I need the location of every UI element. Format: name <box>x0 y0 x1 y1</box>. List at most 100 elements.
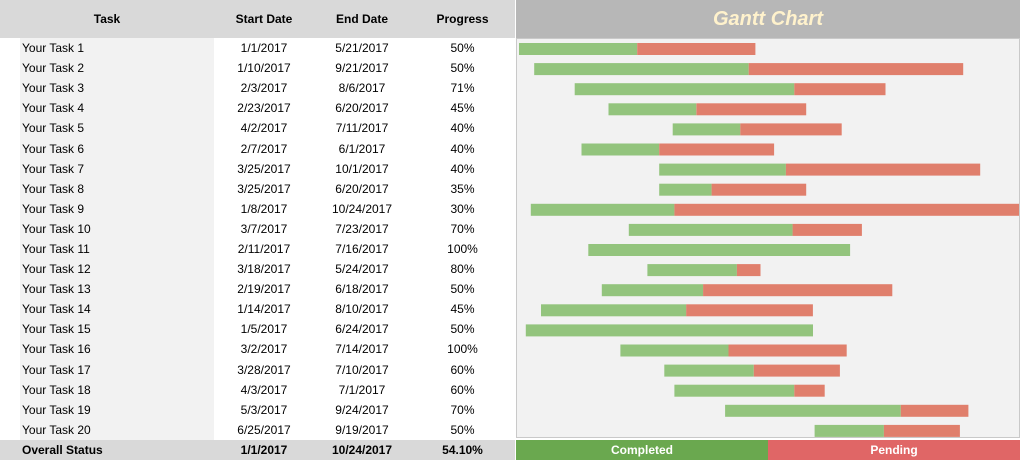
header-end-date[interactable]: End Date <box>335 12 388 26</box>
start-date-cell[interactable]: 3/25/2017 <box>237 181 291 196</box>
end-date-cell[interactable]: 6/1/2017 <box>338 141 386 156</box>
task-cell[interactable]: Your Task 17 <box>22 362 91 377</box>
pending-bar-6 <box>659 143 775 156</box>
task-cell[interactable]: Your Task 15 <box>22 322 91 337</box>
end-date-cell[interactable]: 6/24/2017 <box>335 322 389 337</box>
task-cell[interactable]: Your Task 11 <box>22 241 90 256</box>
end-date-cell[interactable]: 6/20/2017 <box>335 101 389 116</box>
table-row: Your Task 14 1/14/2017 8/10/2017 45% <box>0 299 515 319</box>
completed-bar-17 <box>664 364 754 377</box>
task-cell[interactable]: Your Task 5 <box>22 121 85 136</box>
start-date-cell[interactable]: 2/19/2017 <box>237 282 291 297</box>
end-date-cell[interactable]: 10/1/2017 <box>335 161 389 176</box>
task-cell[interactable]: Your Task 8 <box>22 181 85 196</box>
task-cell[interactable]: Your Task 16 <box>22 342 91 357</box>
header-start-date[interactable]: Start Date <box>235 12 293 26</box>
table-row: Your Task 19 5/3/2017 9/24/2017 70% <box>0 400 515 420</box>
pending-bar-17 <box>753 364 840 377</box>
start-date-cell[interactable]: 3/28/2017 <box>237 362 291 377</box>
progress-cell[interactable]: 71% <box>450 81 475 96</box>
start-date-cell[interactable]: 1/1/2017 <box>240 41 288 56</box>
progress-cell[interactable]: 50% <box>450 61 475 76</box>
start-date-cell[interactable]: 4/3/2017 <box>240 382 288 397</box>
start-date-cell[interactable]: 1/10/2017 <box>237 61 291 76</box>
progress-cell[interactable]: 50% <box>450 322 475 337</box>
task-cell[interactable]: Your Task 1 <box>22 41 85 56</box>
start-date-cell[interactable]: 3/18/2017 <box>237 262 291 277</box>
progress-cell[interactable]: 30% <box>450 201 475 216</box>
completed-bar-7 <box>659 163 786 176</box>
progress-cell[interactable]: 40% <box>450 121 475 136</box>
overall-end-date[interactable]: 10/24/2017 <box>331 443 393 457</box>
progress-cell[interactable]: 35% <box>450 181 475 196</box>
task-cell[interactable]: Your Task 20 <box>22 422 91 437</box>
start-date-cell[interactable]: 2/11/2017 <box>237 241 291 256</box>
task-cell[interactable]: Your Task 4 <box>22 101 85 116</box>
end-date-cell[interactable]: 7/16/2017 <box>335 241 389 256</box>
task-cell[interactable]: Your Task 7 <box>22 161 85 176</box>
end-date-cell[interactable]: 7/23/2017 <box>335 221 389 236</box>
progress-cell[interactable]: 70% <box>450 221 475 236</box>
end-date-cell[interactable]: 8/10/2017 <box>335 302 389 317</box>
start-date-cell[interactable]: 2/7/2017 <box>240 141 288 156</box>
start-date-cell[interactable]: 3/2/2017 <box>240 342 288 357</box>
progress-cell[interactable]: 100% <box>447 342 478 357</box>
end-date-cell[interactable]: 10/24/2017 <box>331 201 393 216</box>
header-task[interactable]: Task <box>93 12 121 26</box>
end-date-cell[interactable]: 8/6/2017 <box>338 81 386 96</box>
task-cell[interactable]: Your Task 14 <box>22 302 91 317</box>
end-date-cell[interactable]: 9/19/2017 <box>335 422 389 437</box>
end-date-cell[interactable]: 7/11/2017 <box>335 121 389 136</box>
start-date-cell[interactable]: 3/25/2017 <box>237 161 291 176</box>
start-date-cell[interactable]: 1/14/2017 <box>237 302 291 317</box>
end-date-cell[interactable]: 9/24/2017 <box>335 402 389 417</box>
progress-cell[interactable]: 80% <box>450 262 475 277</box>
end-date-cell[interactable]: 5/21/2017 <box>335 41 389 56</box>
pending-bar-2 <box>748 63 964 76</box>
end-date-cell[interactable]: 7/1/2017 <box>338 382 386 397</box>
task-cell[interactable]: Your Task 3 <box>22 81 85 96</box>
progress-cell[interactable]: 45% <box>450 302 475 317</box>
table-row: Your Task 8 3/25/2017 6/20/2017 35% <box>0 179 515 199</box>
start-date-cell[interactable]: 6/25/2017 <box>237 422 291 437</box>
task-cell[interactable]: Your Task 2 <box>22 61 85 76</box>
end-date-cell[interactable]: 7/10/2017 <box>335 362 389 377</box>
start-date-cell[interactable]: 2/3/2017 <box>240 81 288 96</box>
progress-cell[interactable]: 45% <box>450 101 475 116</box>
header-progress[interactable]: Progress <box>436 12 489 26</box>
start-date-cell[interactable]: 5/3/2017 <box>240 402 288 417</box>
overall-start-date[interactable]: 1/1/2017 <box>240 443 288 457</box>
start-date-cell[interactable]: 3/7/2017 <box>240 221 288 236</box>
progress-cell[interactable]: 50% <box>450 422 475 437</box>
task-cell[interactable]: Your Task 10 <box>22 221 91 236</box>
start-date-cell[interactable]: 2/23/2017 <box>237 101 291 116</box>
task-cell[interactable]: Your Task 9 <box>22 201 85 216</box>
progress-cell[interactable]: 60% <box>450 362 475 377</box>
task-cell[interactable]: Your Task 6 <box>22 141 85 156</box>
task-cell[interactable]: Your Task 13 <box>22 282 91 297</box>
pending-bar-18 <box>794 384 825 397</box>
progress-cell[interactable]: 40% <box>450 161 475 176</box>
task-cell[interactable]: Your Task 19 <box>22 402 91 417</box>
task-cell[interactable]: Your Task 18 <box>22 382 91 397</box>
end-date-cell[interactable]: 6/20/2017 <box>335 181 389 196</box>
task-cell[interactable]: Your Task 12 <box>22 262 91 277</box>
overall-progress[interactable]: 54.10% <box>442 443 483 457</box>
completed-bar-5 <box>672 123 741 136</box>
start-date-cell[interactable]: 1/5/2017 <box>240 322 288 337</box>
progress-cell[interactable]: 60% <box>450 382 475 397</box>
progress-cell[interactable]: 100% <box>447 241 478 256</box>
progress-cell[interactable]: 50% <box>450 41 475 56</box>
start-date-cell[interactable]: 1/8/2017 <box>240 201 288 216</box>
progress-cell[interactable]: 70% <box>450 402 475 417</box>
progress-cell[interactable]: 50% <box>450 282 475 297</box>
progress-cell[interactable]: 40% <box>450 141 475 156</box>
start-date-cell[interactable]: 4/2/2017 <box>240 121 288 136</box>
end-date-cell[interactable]: 7/14/2017 <box>335 342 389 357</box>
end-date-cell[interactable]: 6/18/2017 <box>335 282 389 297</box>
gantt-chart: Gantt Chart Completed Pending <box>516 0 1020 460</box>
overall-status-label[interactable]: Overall Status <box>22 443 103 457</box>
end-date-cell[interactable]: 9/21/2017 <box>335 61 389 76</box>
end-date-cell[interactable]: 5/24/2017 <box>335 262 389 277</box>
completed-bar-3 <box>574 83 795 96</box>
